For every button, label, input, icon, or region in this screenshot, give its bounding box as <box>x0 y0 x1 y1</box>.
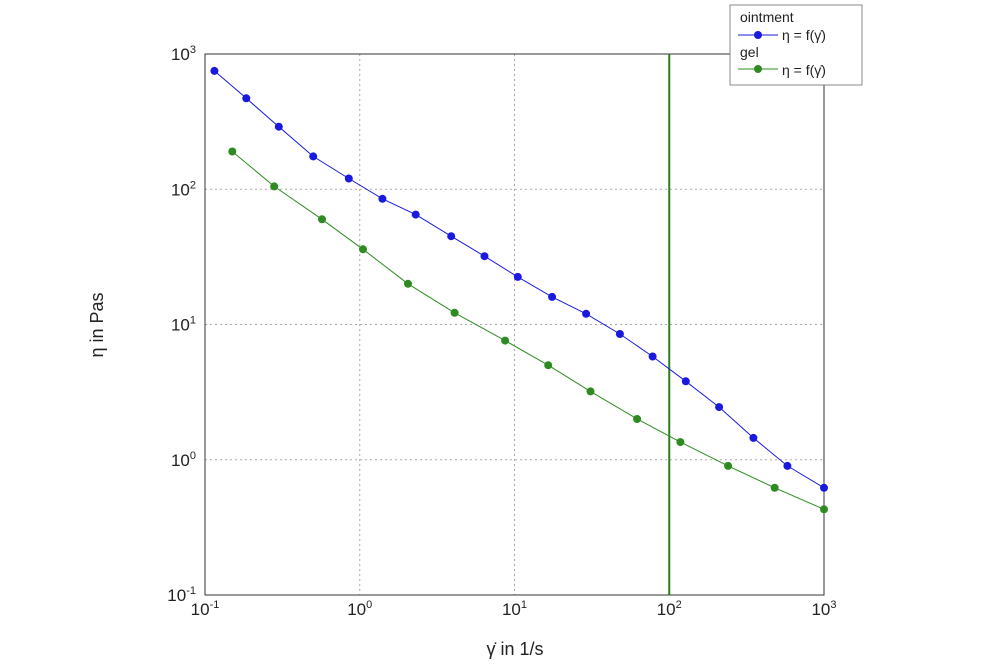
legend-ointment-label: η = f(γ̇) <box>782 27 826 43</box>
x-tick-label: 103 <box>811 599 836 619</box>
y-tick-label: 10-1 <box>167 585 196 605</box>
data-point-ointment <box>783 461 792 470</box>
data-point-ointment <box>447 232 456 241</box>
data-point-gel <box>270 182 279 191</box>
data-point-gel <box>359 245 367 254</box>
data-point-ointment <box>548 292 557 301</box>
data-point-ointment <box>820 483 828 492</box>
series-line-gel <box>231 151 825 510</box>
x-tick-label: 100 <box>347 599 372 619</box>
data-point-ointment <box>411 210 420 219</box>
data-point-ointment <box>615 330 624 338</box>
data-point-ointment <box>480 252 489 261</box>
data-point-gel <box>633 415 642 423</box>
data-point-ointment <box>715 403 724 412</box>
y-tick-label: 100 <box>171 450 196 470</box>
data-point-ointment <box>274 122 283 131</box>
legend-gel-label: η = f(γ̇) <box>782 62 826 78</box>
legend-ointment-name: ointment <box>740 9 794 25</box>
data-point-ointment <box>648 352 657 361</box>
legend: ointment η = f(γ̇) gel η = f(γ̇) <box>729 4 863 86</box>
y-tick-label: 101 <box>171 315 196 335</box>
data-point-gel <box>820 505 828 514</box>
x-tick-labels: 10-1 100 101 102 103 <box>191 599 837 619</box>
y-tick-label: 102 <box>171 179 196 199</box>
data-point-gel <box>770 483 779 492</box>
y-tick-labels: 10-1 100 101 102 103 <box>167 44 196 605</box>
x-axis-label: γ̇ in 1/s <box>486 639 543 659</box>
data-point-gel <box>228 147 237 156</box>
data-point-gel <box>501 336 510 345</box>
x-tick-label: 102 <box>657 599 682 619</box>
data-point-gel <box>318 215 326 224</box>
data-point-ointment <box>378 194 387 203</box>
legend-ointment-marker <box>754 31 762 39</box>
series-layer <box>210 66 828 514</box>
plot-area-border <box>204 53 825 596</box>
data-point-gel <box>676 438 685 447</box>
x-tick-label: 10-1 <box>191 599 220 619</box>
legend-gel-name: gel <box>740 44 759 60</box>
data-point-gel <box>724 461 733 470</box>
data-point-ointment <box>242 94 251 103</box>
data-point-ointment <box>309 152 318 161</box>
data-point-ointment <box>681 377 690 386</box>
grid <box>204 53 825 596</box>
x-tick-label: 101 <box>502 599 527 619</box>
data-point-ointment <box>749 433 758 442</box>
legend-box <box>729 4 863 86</box>
data-point-gel <box>404 279 412 288</box>
data-point-ointment <box>513 272 522 281</box>
data-point-ointment <box>344 174 353 183</box>
data-point-gel <box>544 361 553 370</box>
data-point-gel <box>586 387 595 396</box>
y-tick-label: 103 <box>171 44 196 64</box>
y-axis-label: η in Pas <box>87 292 107 357</box>
data-point-ointment <box>582 309 591 318</box>
data-point-gel <box>450 308 459 317</box>
data-point-ointment <box>210 66 219 75</box>
legend-gel-marker <box>754 65 762 73</box>
